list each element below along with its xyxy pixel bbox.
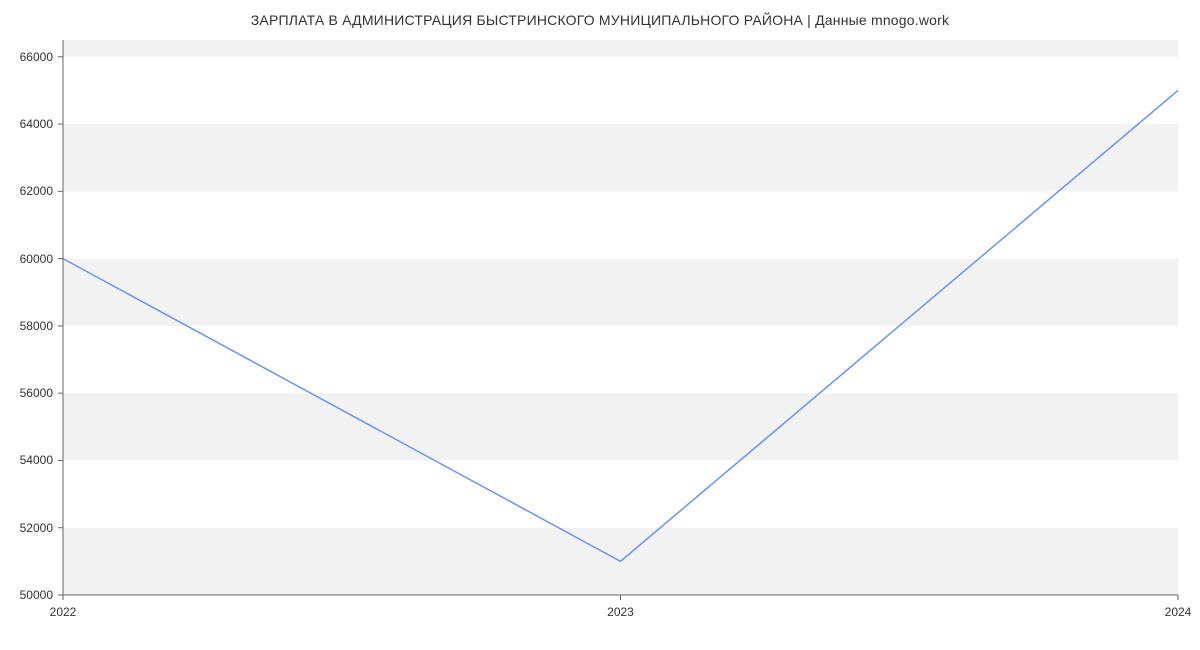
chart-title: ЗАРПЛАТА В АДМИНИСТРАЦИЯ БЫСТРИНСКОГО МУ… [0, 12, 1200, 28]
y-tick-label: 62000 [0, 184, 53, 198]
y-tick-label: 64000 [0, 117, 53, 131]
x-tick-label: 2023 [607, 605, 634, 619]
y-tick-label: 54000 [0, 453, 53, 467]
plot-area [63, 40, 1178, 595]
y-tick-label: 58000 [0, 319, 53, 333]
y-tick-label: 50000 [0, 588, 53, 602]
x-tick-label: 2022 [50, 605, 77, 619]
chart-container: ЗАРПЛАТА В АДМИНИСТРАЦИЯ БЫСТРИНСКОГО МУ… [0, 0, 1200, 650]
y-tick-label: 60000 [0, 252, 53, 266]
y-tick-label: 56000 [0, 386, 53, 400]
x-tick-label: 2024 [1165, 605, 1192, 619]
y-tick-label: 66000 [0, 50, 53, 64]
y-tick-label: 52000 [0, 521, 53, 535]
y-axis-tick-labels: 5000052000540005600058000600006200064000… [0, 40, 53, 595]
